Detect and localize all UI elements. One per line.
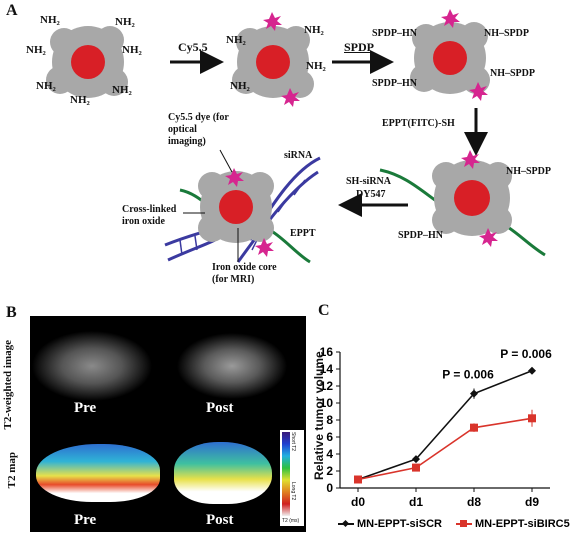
- y-tick-label: 2: [326, 464, 333, 478]
- data-point: [412, 463, 420, 472]
- nanoparticle-4: [432, 160, 512, 236]
- legend-label: MN-EPPT-siBIRC5: [474, 518, 570, 530]
- step-cy55-label: Cy5.5: [178, 40, 208, 54]
- legend-label: MN-EPPT-siSCR: [357, 518, 442, 530]
- post-label: Post: [206, 400, 234, 416]
- spdp-hn-label: SPDP–HN: [372, 28, 417, 39]
- nh2-label: NH₂: [36, 80, 56, 92]
- nh2-label: NH₂: [122, 44, 142, 56]
- post-label: Post: [206, 512, 234, 528]
- y-tick-label: 6: [326, 430, 333, 444]
- nh2-label: NH₂: [306, 60, 326, 72]
- mri-t2-pre: [32, 318, 166, 424]
- data-point: [412, 455, 420, 464]
- scale-unit-label: T2 (ms): [282, 518, 300, 524]
- mri-figure: Pre Post Short T2 Long T2 T2 (ms) Pre Po…: [30, 316, 306, 532]
- x-tick-label: d9: [525, 495, 539, 509]
- data-point: [470, 389, 478, 398]
- nh2-label: NH₂: [115, 16, 135, 28]
- step-sirna-label-1: SH-siRNA: [346, 176, 392, 187]
- y-tick-label: 16: [320, 345, 334, 359]
- sirna-label: siRNA: [284, 150, 313, 161]
- data-point: [528, 366, 536, 375]
- t2-color-scale: Short T2 Long T2 T2 (ms): [280, 430, 304, 526]
- nh2-label: NH₂: [26, 44, 46, 56]
- row2-label: T2 map: [6, 452, 18, 489]
- data-point: [354, 475, 362, 484]
- x-tick-label: d1: [409, 495, 423, 509]
- spdp-hn-label: SPDP–HN: [372, 78, 417, 89]
- tumor-volume-chart: 0 2 4 6 8 10 12 14 16 d0 d1 d8 d9 P = 0.006 P = 0.006: [320, 345, 552, 509]
- p-value-annotation: P = 0.006: [442, 368, 494, 382]
- legend-swatch: [338, 519, 354, 528]
- t2-map-pre: [32, 428, 166, 530]
- sirna-helix-2: [236, 170, 319, 263]
- pre-label: Pre: [74, 400, 97, 416]
- nh2-label: NH₂: [226, 34, 246, 46]
- t2-map-post: [170, 428, 276, 530]
- y-tick-label: 14: [320, 362, 334, 376]
- pre-label: Pre: [74, 512, 97, 528]
- iron-core-note: Iron oxide core (for MRI): [212, 262, 277, 285]
- y-axis-label: Relative tumor volume: [312, 351, 326, 480]
- scale-short-label: Short T2: [290, 432, 296, 452]
- nh2-label: NH₂: [40, 14, 60, 26]
- x-tick-label: d0: [351, 495, 365, 509]
- chart-legend: MN-EPPT-siSCR MN-EPPT-siBIRC5: [338, 518, 570, 530]
- data-point: [470, 423, 478, 432]
- y-tick-label: 8: [326, 413, 333, 427]
- y-tick-label: 10: [320, 396, 334, 410]
- row1-label: T2-weighted image: [2, 340, 14, 430]
- cy55-dye-note: Cy5.5 dye (for optical imaging): [168, 112, 229, 147]
- crosslinked-label: Cross-linked iron oxide: [122, 204, 177, 227]
- nanoparticle-1: [46, 26, 128, 98]
- nanoparticle-5: [198, 171, 274, 243]
- sirna-helix-4: [167, 238, 216, 262]
- step-sirna-label-2: DY547: [356, 189, 386, 200]
- step-eppt-label: EPPT(FITC)-SH: [382, 118, 455, 129]
- y-tick-label: 4: [326, 447, 333, 461]
- panel-c-label: C: [318, 302, 330, 319]
- step-spdp-label: SPDP: [344, 40, 374, 54]
- legend-item: MN-EPPT-siBIRC5: [455, 518, 570, 530]
- nh-spdp-label: NH–SPDP: [484, 28, 529, 39]
- nh2-label: NH₂: [112, 84, 132, 96]
- panel-b-label: B: [6, 304, 17, 321]
- spdp-hn-label: SPDP–HN: [398, 230, 443, 241]
- data-point: [528, 414, 536, 423]
- mri-t2-post: [170, 318, 304, 424]
- nh-spdp-label: NH–SPDP: [506, 166, 551, 177]
- y-tick-label: 12: [320, 379, 334, 393]
- legend-item: MN-EPPT-siSCR: [338, 518, 442, 530]
- y-tick-label: 0: [326, 481, 333, 495]
- nh-spdp-label: NH–SPDP: [490, 68, 535, 79]
- eppt-label: EPPT: [290, 228, 316, 239]
- nanoparticle-2: [232, 26, 314, 98]
- series-line: [357, 417, 533, 481]
- nh2-label: NH₂: [70, 94, 90, 106]
- cy55-dye-stars: [225, 9, 498, 257]
- nh2-label: NH₂: [304, 24, 324, 36]
- nanoparticle-3: [410, 22, 490, 94]
- scale-long-label: Long T2: [290, 482, 296, 501]
- legend-swatch: [455, 520, 472, 527]
- panel-a-label: A: [6, 2, 18, 19]
- nh2-label: NH₂: [230, 80, 250, 92]
- p-value-annotation: P = 0.006: [500, 347, 552, 361]
- x-tick-label: d8: [467, 495, 481, 509]
- series-line: [357, 369, 533, 481]
